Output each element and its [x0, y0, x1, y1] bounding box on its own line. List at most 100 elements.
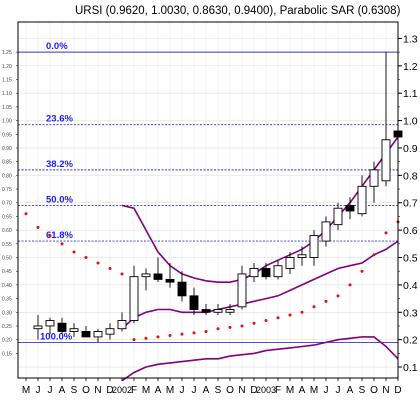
sar-dot: [24, 212, 28, 216]
sar-dot: [120, 272, 124, 276]
x-tick-label: M: [22, 385, 30, 396]
sar-dot: [336, 294, 340, 298]
sar-dot: [228, 325, 232, 329]
y-left-tick-label: 0.80: [2, 173, 12, 179]
x-tick-label: D: [250, 385, 257, 396]
x-tick-label: N: [382, 385, 389, 396]
x-tick-label: O: [226, 385, 234, 396]
sar-dot: [156, 335, 160, 339]
fib-level-label: 100.0%: [40, 331, 73, 342]
x-tick-label: A: [155, 385, 162, 396]
candle-body: [57, 322, 67, 332]
parabolic-sar: [24, 212, 400, 342]
y-right-tick-label: 1.1: [403, 88, 418, 100]
sar-dot: [36, 225, 40, 229]
y-left-tick-label: 0.65: [2, 214, 12, 220]
candle-body: [237, 273, 247, 308]
candle-body: [69, 328, 79, 332]
y-right-tick-label: 0.5: [403, 253, 418, 265]
bollinger-bands: [121, 136, 399, 382]
y-left-tick-label: 0.35: [2, 297, 12, 303]
y-left-tick-label: 1.10: [2, 91, 12, 97]
candle-body: [117, 320, 127, 330]
sar-dot: [180, 332, 184, 336]
y-left-tick-label: 0.40: [2, 283, 12, 289]
y-right-tick-label: 0.7: [403, 198, 418, 210]
x-tick-label: O: [370, 385, 378, 396]
sar-dot: [144, 336, 148, 340]
y-left-tick-label: 0.25: [2, 324, 12, 330]
y-left-tick-label: 0.70: [2, 201, 12, 207]
y-right-tick-label: 1.0: [403, 116, 418, 128]
x-tick-label: D: [394, 385, 401, 396]
y-left-tick-label: 0.15: [2, 351, 12, 357]
y-left-tick-label: 0.50: [2, 256, 12, 262]
fibonacci-levels: 0.0% 23.6% 38.2% 50.0% 61.8% 100.0%: [18, 41, 398, 343]
candle-body: [213, 309, 223, 313]
x-tick-label: F: [275, 385, 281, 396]
x-tick-label: J: [48, 385, 53, 396]
sar-dot: [72, 250, 76, 254]
bollinger-upper-line: [121, 136, 399, 284]
x-tick-label: M: [310, 385, 318, 396]
sar-dot: [300, 310, 304, 314]
candle-body: [33, 325, 43, 330]
x-tick-label: J: [336, 385, 341, 396]
fib-level-label: 50.0%: [46, 194, 73, 205]
y-left-tick-label: 0.75: [2, 187, 12, 193]
candle-body: [309, 235, 319, 258]
candle-body: [141, 273, 151, 278]
sar-dot: [324, 299, 328, 303]
y-right-tick-label: 1.2: [403, 61, 418, 73]
candle-body: [225, 309, 235, 313]
fib-level-label: 23.6%: [46, 114, 73, 125]
sar-dot: [108, 266, 112, 270]
y-left-tick-label: 1.00: [2, 119, 12, 125]
x-tick-label: D: [106, 385, 113, 396]
x-tick-label: N: [94, 385, 101, 396]
sar-dot: [96, 261, 100, 265]
candle-body: [285, 257, 295, 269]
y-left-tick-label: 0.60: [2, 228, 12, 234]
x-tick-label: J: [180, 385, 185, 396]
y-axis-left: 0.15 0.20 0.25 0.30 0.35 0.40 0.45 0.50 0.55 0.60…: [2, 50, 18, 357]
candle-body: [273, 265, 283, 278]
y-left-tick-label: 0.30: [2, 310, 12, 316]
bollinger-mid-line: [121, 240, 399, 330]
y-left-tick-label: 0.95: [2, 132, 12, 138]
plot-frame: [17, 21, 399, 379]
sar-dot: [348, 283, 352, 287]
x-tick-label: J: [36, 385, 41, 396]
x-tick-label: 2002: [112, 385, 132, 395]
fib-level-label: 38.2%: [46, 159, 73, 170]
y-left-tick-label: 1.20: [2, 64, 12, 70]
candle-body: [333, 207, 343, 226]
y-left-tick-label: 1.15: [2, 78, 12, 84]
y-left-tick-label: 0.85: [2, 160, 12, 166]
sar-dot: [360, 269, 364, 273]
sar-dot: [240, 324, 244, 328]
candle-body: [45, 320, 55, 327]
candle-body: [297, 254, 307, 258]
y-left-tick-label: 0.55: [2, 242, 12, 248]
sar-dot: [384, 231, 388, 235]
y-left-tick-label: 0.45: [2, 269, 12, 275]
x-tick-label: S: [359, 385, 366, 396]
candles: [33, 52, 403, 343]
y-right-tick-label: 0.8: [403, 170, 418, 182]
sar-dot: [288, 313, 292, 317]
y-right-tick-label: 0.2: [403, 335, 418, 347]
candle-body: [105, 328, 115, 335]
candle-body: [345, 205, 355, 212]
y-left-tick-label: 1.25: [2, 50, 12, 56]
x-tick-label: A: [347, 385, 354, 396]
sar-dot: [204, 329, 208, 333]
y-axis-right: 0.1 0.2 0.3 0.4 0.5 0.6 0.7 0.8 0.9 1.0 1.1 1.2 1.3: [398, 33, 418, 374]
y-right-tick-label: 1.3: [403, 33, 418, 45]
sar-dot: [264, 318, 268, 322]
candle-body: [153, 273, 163, 280]
candle-body: [321, 221, 331, 242]
candle-body: [369, 169, 379, 187]
